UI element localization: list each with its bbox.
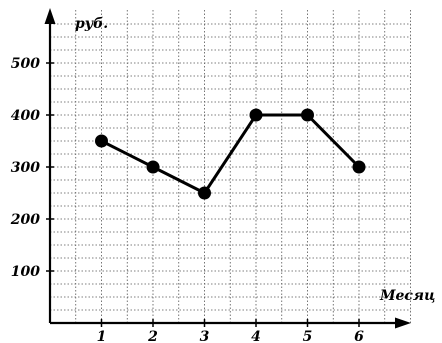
data-point bbox=[198, 186, 211, 200]
x-tick-label: 1 bbox=[97, 329, 107, 343]
x-axis-arrow bbox=[395, 317, 411, 329]
y-tick-label: 200 bbox=[10, 212, 40, 228]
data-point bbox=[352, 160, 366, 174]
y-tick-label: 500 bbox=[11, 56, 40, 72]
y-axis-arrow bbox=[44, 8, 56, 24]
x-tick-label: 3 bbox=[200, 329, 210, 343]
y-tick-label: 100 bbox=[11, 264, 40, 280]
y-tick-label: 300 bbox=[11, 160, 40, 176]
data-point bbox=[301, 108, 314, 122]
series-line bbox=[100, 113, 361, 195]
x-tick-label: 5 bbox=[303, 329, 313, 343]
x-tick-label: 2 bbox=[147, 329, 158, 343]
series bbox=[95, 108, 366, 200]
data-point bbox=[249, 108, 263, 122]
grid bbox=[50, 10, 411, 323]
y-tick-labels: 100 200 300 400 500 bbox=[10, 56, 54, 280]
x-tick-labels: 1 2 3 4 5 6 bbox=[97, 319, 364, 343]
x-axis-title: Месяц bbox=[379, 288, 435, 304]
x-tick-label: 6 bbox=[354, 329, 364, 343]
data-point bbox=[95, 134, 108, 148]
axes bbox=[44, 8, 411, 329]
data-point bbox=[146, 160, 160, 174]
y-axis-title: руб. bbox=[75, 16, 108, 32]
y-tick-label: 400 bbox=[11, 108, 40, 124]
x-tick-label: 4 bbox=[251, 329, 261, 343]
